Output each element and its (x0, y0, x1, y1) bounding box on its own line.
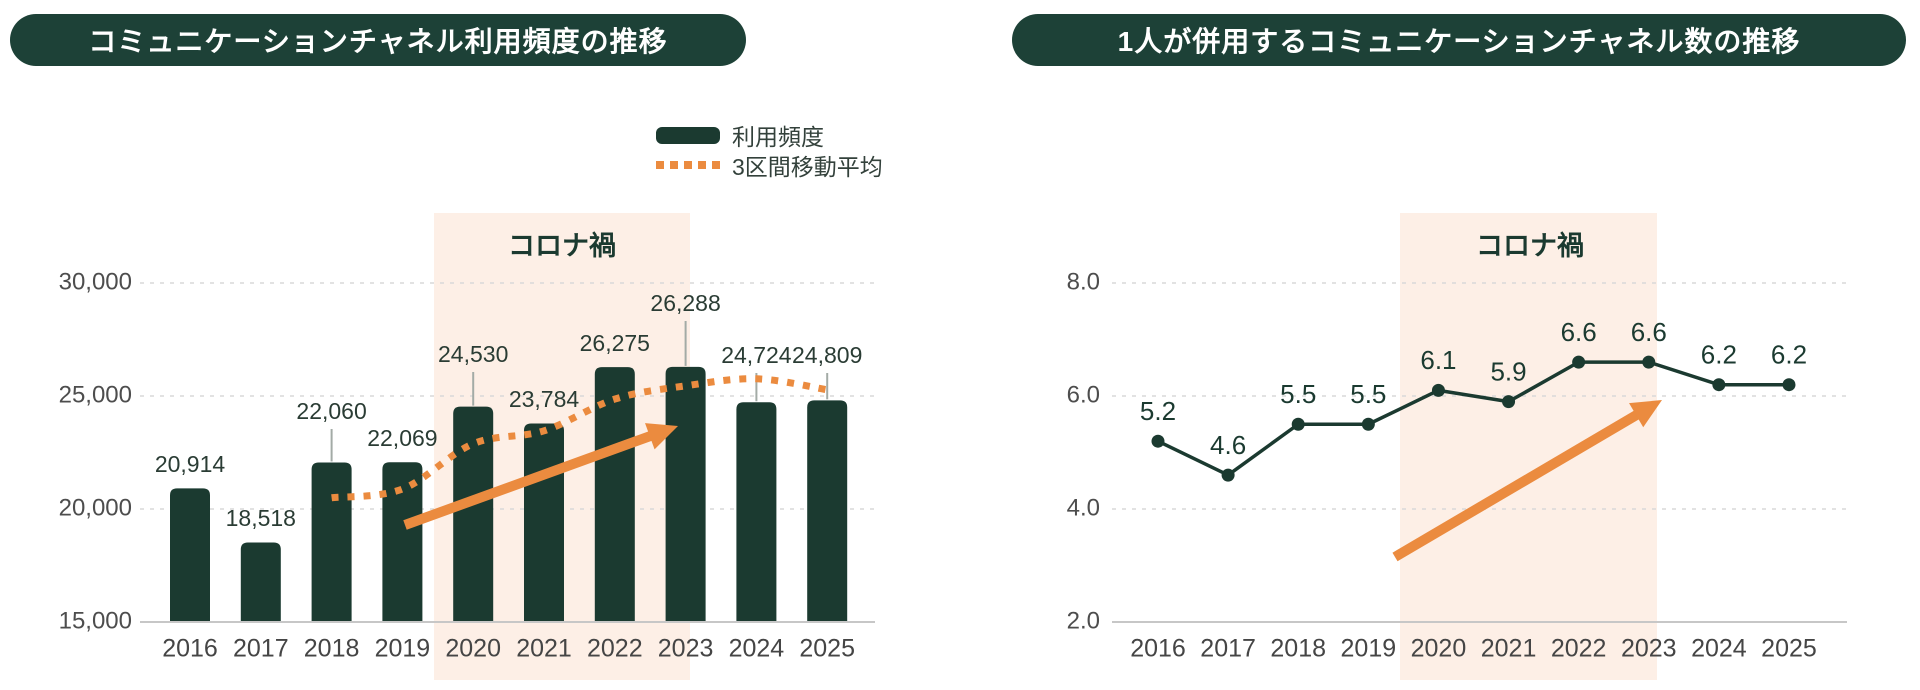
dotted-line-swatch-icon (656, 161, 720, 169)
data-point-2020 (1431, 383, 1445, 397)
y-tick-label-left: 30,000 (59, 268, 132, 295)
x-tick-label-right-2025: 2025 (1761, 635, 1817, 663)
covid-period-label-left: コロナ禍 (508, 231, 616, 261)
y-tick-label-right: 4.0 (1067, 494, 1100, 521)
legend: 利用頻度 3区間移動平均 (656, 120, 883, 180)
bar-value-label-2019: 22,069 (367, 425, 437, 451)
covid-period-band-right (1400, 213, 1657, 680)
x-tick-label-left-2022: 2022 (587, 635, 643, 663)
left-chart-title: コミュニケーションチャネル利用頻度の推移 (88, 26, 668, 57)
x-tick-label-right-2023: 2023 (1621, 635, 1677, 663)
bar-2020 (453, 406, 494, 622)
bar-value-label-2020: 24,530 (438, 341, 508, 367)
point-label-2020: 6.1 (1420, 345, 1456, 375)
point-label-2021: 5.9 (1490, 357, 1526, 387)
bar-swatch-icon (656, 126, 720, 144)
y-tick-label-left: 25,000 (59, 381, 132, 408)
x-tick-label-right-2021: 2021 (1481, 635, 1537, 663)
x-tick-label-left-2017: 2017 (233, 635, 289, 663)
trend-arrow-left (403, 430, 654, 530)
point-label-2024: 6.2 (1701, 340, 1737, 370)
bar-2018 (311, 462, 352, 622)
bar-value-label-2017: 18,518 (226, 505, 296, 531)
x-tick-label-left-2016: 2016 (162, 635, 218, 663)
data-point-2017 (1221, 468, 1235, 482)
y-tick-label-left: 15,000 (59, 607, 132, 634)
x-tick-label-left-2018: 2018 (304, 635, 360, 663)
bar-2021 (524, 423, 564, 622)
bar-value-label-2016: 20,914 (155, 451, 226, 477)
legend-item-moving-average: 3区間移動平均 (656, 150, 883, 180)
trend-arrow-right (1392, 409, 1641, 562)
x-tick-label-right-2017: 2017 (1200, 635, 1256, 663)
x-tick-label-left-2024: 2024 (729, 635, 785, 663)
x-tick-label-right-2024: 2024 (1691, 635, 1747, 663)
data-point-2022 (1572, 355, 1586, 369)
y-tick-label-right: 6.0 (1067, 381, 1100, 408)
point-label-2016: 5.2 (1140, 396, 1176, 426)
data-point-2024 (1712, 378, 1726, 392)
moving-average-line (331, 375, 828, 502)
right-chart-title-pill: 1人が併用するコミュニケーションチャネル数の推移 (1012, 14, 1906, 66)
line-series (1157, 360, 1789, 477)
data-point-2021 (1502, 395, 1516, 409)
x-tick-label-right-2018: 2018 (1270, 635, 1326, 663)
bar-value-label-2022: 26,275 (580, 330, 650, 356)
point-label-2017: 4.6 (1210, 430, 1246, 460)
bar-value-label-2024: 24,724 (721, 342, 792, 368)
point-label-2025: 6.2 (1771, 340, 1807, 370)
x-tick-label-left-2025: 2025 (799, 635, 855, 663)
data-point-2025 (1782, 378, 1796, 392)
bar-value-label-2018: 22,060 (296, 398, 366, 424)
legend-item-usage: 利用頻度 (656, 120, 883, 150)
x-tick-label-left-2020: 2020 (445, 635, 501, 663)
x-tick-label-right-2020: 2020 (1411, 635, 1467, 663)
trend-arrow-right-head (1629, 400, 1662, 428)
y-tick-label-right: 2.0 (1067, 607, 1100, 634)
x-tick-label-right-2022: 2022 (1551, 635, 1607, 663)
point-label-2023: 6.6 (1631, 317, 1667, 347)
y-tick-label-left: 20,000 (59, 494, 132, 521)
y-tick-label-right: 8.0 (1067, 268, 1100, 295)
bar-value-label-2021: 23,784 (509, 386, 580, 412)
bar-2016 (170, 488, 210, 622)
x-tick-label-left-2019: 2019 (375, 635, 431, 663)
legend-usage-label: 利用頻度 (732, 124, 824, 150)
bar-2024 (736, 402, 777, 622)
bar-2022 (594, 367, 635, 622)
bar-2019 (382, 462, 423, 622)
bar-2023 (665, 366, 706, 622)
covid-period-label-right: コロナ禍 (1476, 231, 1584, 261)
x-tick-label-right-2016: 2016 (1130, 635, 1186, 663)
point-label-2019: 5.5 (1350, 379, 1386, 409)
data-point-2016 (1151, 434, 1165, 448)
data-point-2018 (1291, 417, 1305, 431)
bar-2025 (807, 400, 848, 622)
point-label-2018: 5.5 (1280, 379, 1316, 409)
left-chart-title-pill: コミュニケーションチャネル利用頻度の推移 (10, 14, 746, 66)
legend-ma-label: 3区間移動平均 (732, 154, 883, 180)
data-point-2023 (1642, 355, 1656, 369)
x-tick-label-left-2023: 2023 (658, 635, 714, 663)
x-tick-label-right-2019: 2019 (1341, 635, 1397, 663)
right-chart-title: 1人が併用するコミュニケーションチャネル数の推移 (1117, 26, 1801, 57)
bar-value-label-2025: 24,809 (792, 342, 862, 368)
x-tick-label-left-2021: 2021 (516, 635, 572, 663)
trend-arrow-left-head (645, 423, 678, 450)
bar-value-label-2023: 26,288 (650, 290, 720, 316)
point-label-2022: 6.6 (1561, 317, 1597, 347)
bar-2017 (240, 542, 281, 622)
data-point-2019 (1361, 417, 1375, 431)
